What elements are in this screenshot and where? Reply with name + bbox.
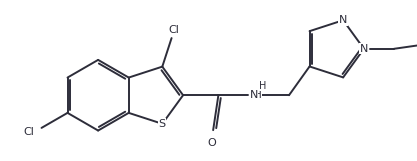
Text: H: H [259,81,266,91]
Text: O: O [208,138,216,148]
Text: Cl: Cl [23,127,34,137]
Text: Cl: Cl [169,25,180,35]
Text: H: H [254,90,261,100]
Text: N: N [339,15,347,25]
Text: N: N [249,90,258,100]
Text: S: S [159,119,166,129]
Text: N: N [360,44,368,54]
